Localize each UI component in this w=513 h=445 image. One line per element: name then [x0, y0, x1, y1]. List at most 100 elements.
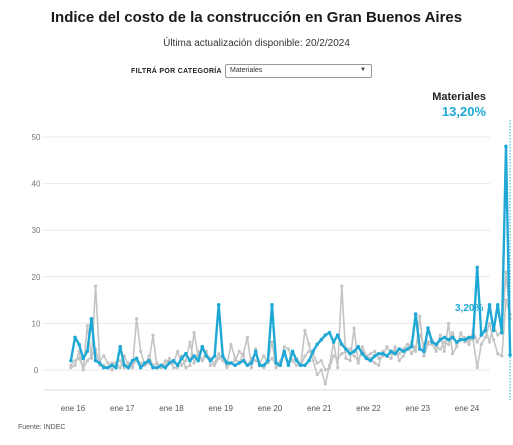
- background-series-point: [130, 366, 135, 370]
- highlight-series-point: [467, 335, 471, 340]
- background-series-point: [130, 363, 135, 367]
- x-tick-label: ene 22: [356, 404, 381, 413]
- labels-group: 0 10 20 30 40 50 ene 16 ene 17 ene 18 ene 19 ene 2…: [32, 91, 487, 413]
- background-series-point: [422, 354, 426, 358]
- highlight-series-point: [368, 358, 373, 363]
- highlight-series-point: [331, 340, 336, 344]
- background-series-point: [89, 354, 94, 358]
- background-series-point: [504, 298, 508, 302]
- background-series-point: [393, 345, 397, 349]
- highlight-value-label: 13,20%: [442, 104, 487, 119]
- highlight-series-point: [348, 351, 352, 356]
- background-series-point: [356, 359, 360, 363]
- highlight-series-point: [89, 316, 94, 321]
- background-series-point: [110, 368, 114, 372]
- background-series-point: [356, 361, 360, 365]
- x-tick-label: ene 18: [159, 404, 184, 413]
- background-series-point: [200, 359, 204, 363]
- background-series-point: [315, 373, 319, 377]
- background-series-point: [438, 347, 442, 351]
- background-series-point: [414, 349, 418, 353]
- highlight-series-point: [270, 302, 274, 307]
- category-select[interactable]: Materiales ▼: [225, 64, 372, 78]
- background-series-point: [459, 331, 463, 335]
- highlight-series-point: [163, 365, 168, 370]
- highlight-series-point: [138, 365, 143, 370]
- highlight-series-point: [483, 328, 488, 333]
- background-series-point: [196, 349, 200, 353]
- background-series-point: [188, 363, 192, 367]
- highlight-series-point: [212, 354, 217, 358]
- x-tick-label: ene 23: [406, 404, 431, 413]
- background-series-point: [373, 361, 377, 365]
- background-series-point: [451, 352, 455, 356]
- background-series-point: [163, 359, 167, 363]
- background-series-point: [496, 352, 500, 356]
- highlight-series-point: [376, 351, 381, 356]
- highlight-series-point: [422, 349, 426, 354]
- background-series-point: [323, 368, 327, 372]
- background-series-point: [286, 347, 291, 351]
- highlight-series-point: [426, 326, 430, 330]
- highlight-series-point: [130, 358, 135, 363]
- x-tick-label: ene 16: [61, 404, 86, 413]
- highlight-series-point: [249, 361, 254, 365]
- highlight-series-point: [504, 144, 508, 149]
- highlight-series-point: [495, 302, 500, 307]
- highlight-series-point: [147, 358, 151, 363]
- background-series-point: [106, 361, 110, 365]
- highlight-series-point: [303, 363, 307, 368]
- background-series-point: [348, 359, 352, 363]
- highlight-series-point: [73, 335, 77, 340]
- highlight-series-point: [442, 335, 447, 340]
- background-series-point: [217, 356, 221, 360]
- highlight-series-point: [335, 333, 340, 337]
- background-series-point: [307, 342, 311, 346]
- x-tick-label: ene 17: [110, 404, 135, 413]
- background-series-point: [85, 359, 89, 363]
- highlight-series-point: [319, 337, 324, 342]
- background-series-point: [81, 366, 85, 370]
- background-series-point: [270, 340, 274, 344]
- background-series-point: [319, 359, 323, 363]
- highlight-series-point: [475, 265, 480, 270]
- background-series-point: [262, 354, 266, 358]
- background-series-point: [385, 345, 389, 349]
- background-series-point: [434, 349, 438, 353]
- highlight-series-point: [311, 349, 315, 354]
- highlight-series-point: [171, 358, 176, 363]
- background-series-point: [352, 326, 356, 330]
- background-series-point: [389, 356, 393, 360]
- background-series-point: [229, 342, 233, 346]
- background-series-point: [442, 349, 446, 353]
- background-series-point: [217, 352, 221, 356]
- background-series-point: [446, 342, 451, 346]
- x-tick-label: ene 19: [209, 404, 234, 413]
- background-series-point: [331, 354, 336, 358]
- background-series-point: [139, 349, 143, 353]
- background-series-point: [192, 331, 196, 335]
- highlight-series-point: [438, 337, 443, 342]
- background-series-point: [254, 359, 258, 363]
- background-series-point: [315, 361, 319, 365]
- highlight-series-point: [155, 365, 159, 370]
- background-series-point: [282, 345, 286, 349]
- background-series-point: [69, 366, 73, 370]
- highlight-series-point: [385, 354, 389, 358]
- highlight-series-point: [491, 328, 496, 333]
- highlight-series-point: [97, 361, 102, 365]
- background-series-point: [426, 340, 430, 344]
- background-series-point: [93, 284, 98, 288]
- background-series-point: [348, 347, 352, 351]
- background-series-point: [118, 366, 122, 370]
- highlight-series-point: [200, 344, 205, 349]
- highlight-series-point: [159, 363, 164, 368]
- highlight-series-point: [393, 351, 397, 356]
- highlight-series-point: [381, 351, 385, 356]
- background-series-point: [295, 363, 299, 367]
- category-select-value: Materiales: [230, 67, 263, 74]
- highlight-series-point: [81, 356, 86, 361]
- highlight-series-point: [220, 354, 225, 358]
- highlight-series-group: [69, 120, 512, 400]
